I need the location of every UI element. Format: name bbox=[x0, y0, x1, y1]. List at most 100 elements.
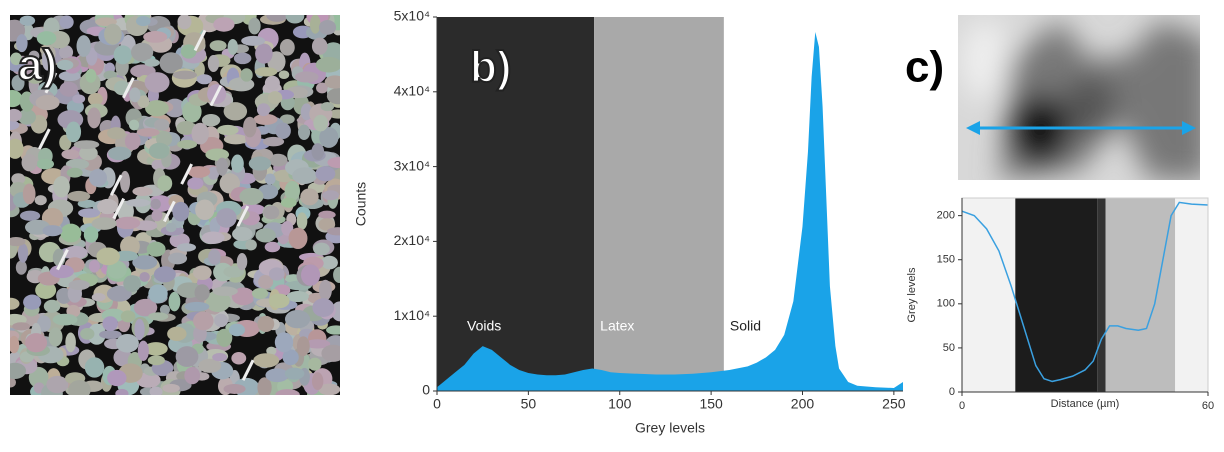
grain bbox=[146, 241, 166, 257]
y-tick-label: 1x10⁴ bbox=[394, 307, 430, 323]
bright-streak bbox=[241, 359, 255, 381]
grain bbox=[25, 333, 48, 353]
line bbox=[961, 201, 1209, 383]
grain bbox=[10, 297, 20, 310]
grain bbox=[176, 120, 196, 136]
grain bbox=[156, 131, 173, 147]
grain bbox=[243, 116, 257, 138]
grain bbox=[216, 157, 228, 176]
grain bbox=[313, 242, 330, 256]
grain bbox=[42, 225, 63, 237]
y-tick-label: 2x10⁴ bbox=[394, 232, 430, 248]
grain bbox=[315, 166, 336, 182]
grain bbox=[284, 309, 311, 329]
grain bbox=[175, 346, 199, 367]
region-label: Solid bbox=[730, 318, 761, 334]
grain bbox=[223, 102, 248, 121]
x-axis-title: Distance (µm) bbox=[1051, 398, 1120, 410]
grain bbox=[168, 291, 181, 312]
grain bbox=[73, 140, 100, 150]
grain bbox=[11, 74, 25, 91]
grain bbox=[68, 280, 90, 290]
grain bbox=[97, 198, 118, 215]
grain bbox=[56, 287, 72, 304]
grain bbox=[300, 264, 321, 286]
grain bbox=[19, 15, 36, 26]
grain bbox=[187, 177, 204, 190]
grain bbox=[326, 325, 340, 335]
grain bbox=[10, 377, 16, 388]
grain bbox=[262, 205, 280, 220]
grain bbox=[80, 328, 95, 340]
grain bbox=[240, 68, 253, 82]
grain bbox=[115, 333, 139, 353]
grain bbox=[78, 208, 101, 218]
grain bbox=[245, 239, 257, 251]
grain bbox=[324, 75, 340, 89]
x-tick-label: 200 bbox=[791, 396, 815, 412]
x-tick-label: 100 bbox=[608, 396, 632, 412]
grain bbox=[136, 372, 161, 389]
grain bbox=[255, 228, 276, 243]
grain bbox=[223, 265, 245, 278]
grain bbox=[275, 389, 300, 395]
grain bbox=[201, 114, 221, 127]
x-tick-label: 0 bbox=[959, 400, 965, 412]
bright-streak bbox=[180, 163, 193, 185]
grain bbox=[227, 38, 238, 55]
grain bbox=[65, 121, 82, 143]
grain bbox=[85, 68, 97, 83]
y-tick-label: 50 bbox=[943, 342, 955, 354]
grain bbox=[239, 187, 264, 206]
grain bbox=[153, 266, 176, 283]
region bbox=[594, 17, 724, 391]
grain bbox=[162, 383, 180, 393]
image-solid bbox=[960, 20, 1010, 100]
grain bbox=[212, 286, 238, 297]
grain bbox=[267, 91, 283, 105]
grain bbox=[231, 352, 247, 365]
grain bbox=[207, 166, 220, 180]
image-void bbox=[1010, 95, 1070, 165]
grain bbox=[333, 266, 340, 283]
grain bbox=[213, 17, 235, 32]
grain bbox=[76, 35, 91, 57]
grain bbox=[154, 118, 170, 131]
grain bbox=[254, 67, 278, 77]
grain bbox=[10, 52, 23, 66]
grain bbox=[148, 142, 170, 159]
grain bbox=[147, 355, 165, 366]
micrograph bbox=[10, 15, 340, 395]
grain bbox=[151, 209, 163, 222]
grain bbox=[11, 173, 26, 185]
grain bbox=[77, 199, 96, 208]
grain bbox=[87, 323, 106, 345]
grain bbox=[42, 50, 54, 71]
grain bbox=[114, 216, 141, 230]
bright-streak bbox=[112, 197, 126, 220]
grain bbox=[311, 37, 328, 55]
grain bbox=[268, 293, 290, 309]
grain bbox=[137, 340, 149, 362]
bright-streak bbox=[163, 200, 176, 223]
grain bbox=[223, 383, 246, 394]
grain bbox=[263, 136, 285, 147]
grain bbox=[10, 108, 22, 122]
grain bbox=[36, 31, 57, 46]
grain bbox=[268, 153, 288, 167]
grain bbox=[297, 124, 311, 140]
grain bbox=[264, 173, 276, 185]
bright-streak bbox=[37, 128, 51, 150]
grain bbox=[316, 82, 329, 94]
grain bbox=[217, 124, 239, 136]
grain bbox=[264, 75, 280, 91]
grain bbox=[294, 71, 319, 83]
grain bbox=[159, 304, 170, 315]
grain bbox=[113, 45, 132, 65]
x-tick-label: 60 bbox=[1202, 400, 1214, 412]
grain bbox=[10, 89, 23, 108]
grain bbox=[149, 386, 163, 395]
grain bbox=[286, 291, 309, 302]
grain bbox=[241, 35, 266, 46]
grain bbox=[104, 23, 122, 45]
